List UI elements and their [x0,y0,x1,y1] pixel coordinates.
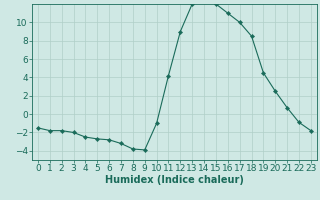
X-axis label: Humidex (Indice chaleur): Humidex (Indice chaleur) [105,175,244,185]
